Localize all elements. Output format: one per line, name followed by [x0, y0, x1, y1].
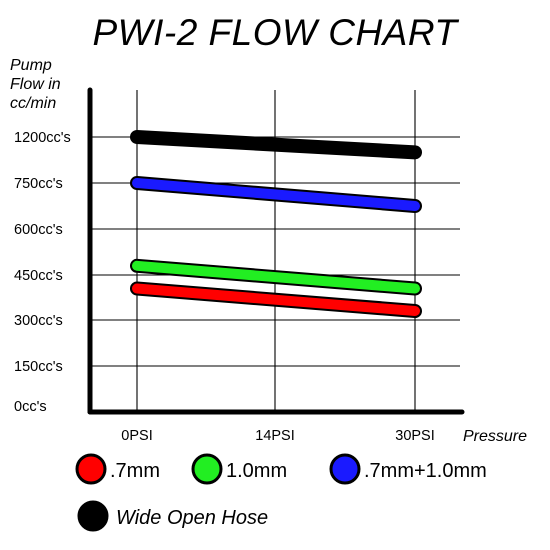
legend-label: 1.0mm	[226, 460, 287, 482]
y-tick-label: 600cc's	[14, 222, 63, 238]
y-tick-label: 750cc's	[14, 176, 63, 192]
chart-title: PWI-2 FLOW CHART	[92, 12, 458, 53]
series-group	[130, 258, 422, 296]
y-tick-label: 150cc's	[14, 359, 63, 375]
y-axis-label-line: cc/min	[10, 95, 57, 112]
x-tick-label: 0PSI	[121, 428, 152, 444]
series-line	[132, 178, 420, 211]
x-tick-label: 14PSI	[255, 428, 295, 444]
legend-swatch	[329, 453, 361, 485]
x-tick-label: 30PSI	[395, 428, 435, 444]
series-line	[132, 283, 420, 316]
y-axis-label-line: Pump	[10, 57, 52, 74]
legend-label: .7mm+1.0mm	[364, 460, 487, 482]
series-group	[130, 281, 422, 318]
legend-label: .7mm	[110, 460, 160, 482]
series-group	[130, 176, 422, 213]
series-line	[132, 132, 420, 158]
x-axis-label: Pressure	[463, 428, 527, 445]
legend-swatch	[191, 453, 223, 485]
series-line	[132, 260, 420, 294]
series-group	[130, 130, 422, 160]
y-tick-label: 450cc's	[14, 268, 63, 284]
legend-swatch	[75, 453, 107, 485]
y-tick-label: 1200cc's	[14, 130, 71, 146]
y-axis-label: Pump Flow in cc/min	[10, 56, 90, 113]
y-tick-label: 0cc's	[14, 399, 47, 415]
legend-swatch	[77, 500, 109, 532]
y-axis-label-line: Flow in	[10, 76, 61, 93]
legend-label: Wide Open Hose	[116, 507, 268, 529]
y-tick-label: 300cc's	[14, 313, 63, 329]
